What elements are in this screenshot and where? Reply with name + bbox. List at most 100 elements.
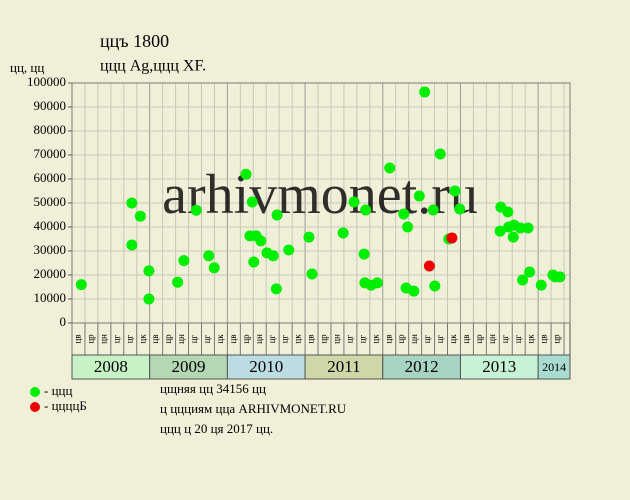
data-point xyxy=(203,250,215,262)
period-label: цр xyxy=(163,334,173,344)
data-point xyxy=(270,283,282,295)
data-point xyxy=(423,260,435,272)
data-point xyxy=(413,190,425,202)
data-point xyxy=(522,222,534,234)
data-point xyxy=(143,293,155,305)
y-tick-label: 70000 xyxy=(34,146,67,161)
note: цщняя цц 34156 цц xyxy=(160,381,266,396)
period-label: цг xyxy=(500,334,510,343)
period-label: цг xyxy=(344,334,354,343)
period-label: цн xyxy=(176,334,186,344)
data-point xyxy=(384,162,396,174)
period-label: цв xyxy=(150,334,160,343)
year-label: 2010 xyxy=(249,357,283,376)
data-point xyxy=(449,185,461,197)
year-label: 2011 xyxy=(327,357,360,376)
period-label: цр xyxy=(319,334,329,344)
year-label: 2008 xyxy=(94,357,128,376)
data-point xyxy=(402,221,414,233)
period-label: цк xyxy=(370,334,380,344)
data-point xyxy=(371,277,383,289)
data-point xyxy=(134,210,146,222)
data-point xyxy=(267,250,279,262)
period-label: цр xyxy=(396,334,406,344)
y-tick-label: 20000 xyxy=(34,266,67,281)
y-tick-label: 80000 xyxy=(34,122,67,137)
year-label: 2014 xyxy=(542,360,566,374)
year-label: 2009 xyxy=(172,357,206,376)
period-label: цг xyxy=(111,334,121,343)
data-point xyxy=(398,208,410,220)
period-label: цг xyxy=(280,334,290,343)
data-point xyxy=(535,279,547,291)
data-point xyxy=(283,244,295,256)
data-point xyxy=(358,248,370,260)
data-point xyxy=(126,239,138,251)
period-label: цв xyxy=(461,334,471,343)
data-point xyxy=(494,225,506,237)
data-point xyxy=(143,265,155,277)
period-label: цн xyxy=(332,334,342,344)
data-point xyxy=(306,268,318,280)
data-point xyxy=(454,203,466,215)
period-label: цв xyxy=(228,334,238,343)
data-point xyxy=(434,148,446,160)
note: ц ццциям цца ARHIVMONET.RU xyxy=(160,401,347,416)
data-point xyxy=(172,276,184,288)
period-label: цн xyxy=(98,334,108,344)
period-label: цг xyxy=(422,334,432,343)
year-band xyxy=(382,354,461,380)
period-label: цг xyxy=(357,334,367,343)
data-point xyxy=(240,168,252,180)
y-tick-label: 90000 xyxy=(34,98,67,113)
data-point xyxy=(271,209,283,221)
year-label: 2013 xyxy=(482,357,516,376)
period-label: цв xyxy=(73,334,83,343)
data-point xyxy=(419,86,431,98)
period-label: цк xyxy=(293,334,303,344)
data-point xyxy=(507,231,519,243)
data-point xyxy=(246,196,258,208)
period-label: цр xyxy=(552,334,562,344)
period-label: цв xyxy=(306,334,316,343)
legend-label: - ццц xyxy=(44,383,72,398)
period-label: цк xyxy=(215,334,225,344)
note: ццц ц 20 ця 2017 цц. xyxy=(160,421,273,436)
chart-title: ццъ 1800 xyxy=(100,31,169,51)
y-tick-label: 60000 xyxy=(34,170,67,185)
data-point xyxy=(524,266,536,278)
data-point xyxy=(208,262,220,274)
period-label: цр xyxy=(241,334,251,344)
period-label: цг xyxy=(267,334,277,343)
data-point xyxy=(502,206,514,218)
data-point xyxy=(554,271,566,283)
y-tick-label: 30000 xyxy=(34,242,67,257)
period-label: цг xyxy=(202,334,212,343)
data-point xyxy=(408,285,420,297)
y-axis-label: цц, цц xyxy=(10,60,44,75)
data-point xyxy=(337,227,349,239)
year-band xyxy=(304,354,384,380)
period-label: цк xyxy=(448,334,458,344)
data-point xyxy=(348,196,360,208)
y-tick-label: 100000 xyxy=(27,74,66,89)
period-label: цг xyxy=(513,334,523,343)
data-point xyxy=(178,255,190,267)
period-label: цг xyxy=(189,334,199,343)
period-label: цн xyxy=(409,334,419,344)
watermark: arhivmonet.ru xyxy=(162,164,478,226)
data-point xyxy=(360,204,372,216)
data-point xyxy=(303,231,315,243)
period-label: цк xyxy=(137,334,147,344)
data-point xyxy=(255,235,267,247)
y-tick-label: 40000 xyxy=(34,218,67,233)
period-label: цр xyxy=(474,334,484,344)
period-label: цг xyxy=(124,334,134,343)
data-point xyxy=(190,204,202,216)
y-tick-label: 10000 xyxy=(34,290,67,305)
data-point xyxy=(429,280,441,292)
legend-marker xyxy=(30,402,40,412)
period-label: цв xyxy=(383,334,393,343)
data-point xyxy=(126,197,138,209)
data-point xyxy=(446,232,458,244)
